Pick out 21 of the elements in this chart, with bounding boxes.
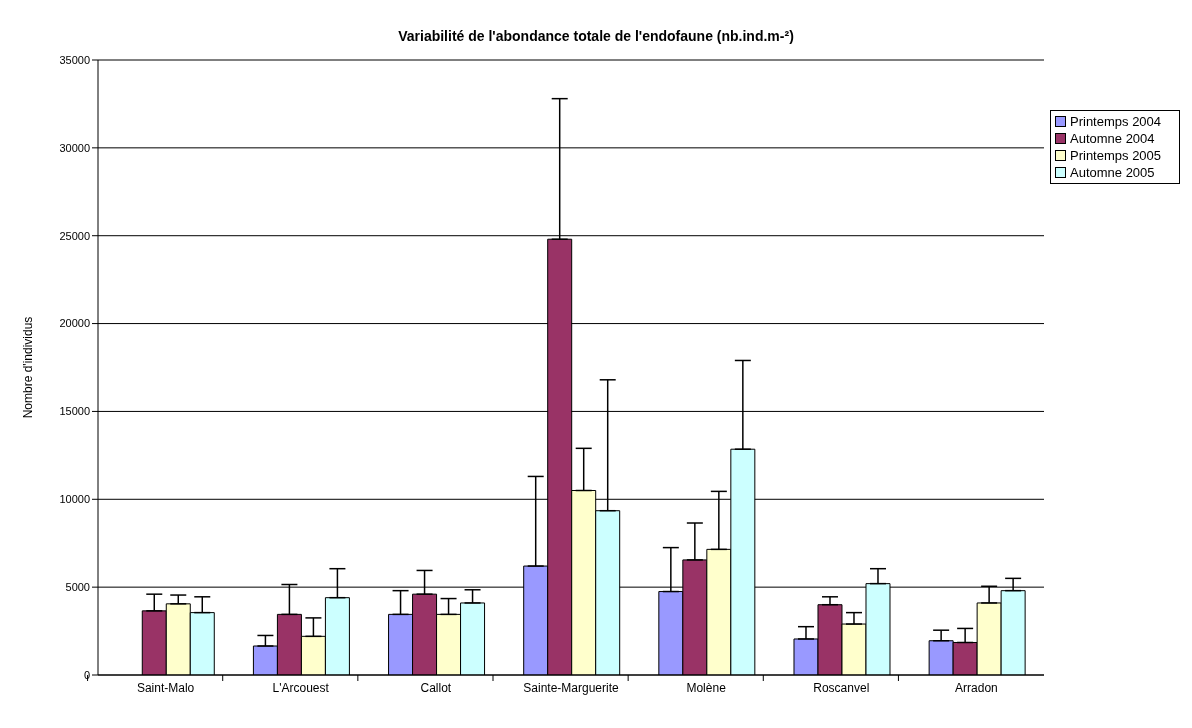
x-tick-label: Roscanvel: [813, 680, 870, 695]
x-tick-label: Saint-Malo: [136, 680, 195, 695]
x-tick-label: Callot: [420, 680, 452, 695]
x-tick-label: Arradon: [955, 680, 998, 695]
legend-label: Printemps 2005: [1070, 147, 1162, 164]
legend-label: Printemps 2004: [1070, 113, 1162, 130]
y-tick-label: 25000: [59, 229, 90, 242]
legend-label: Automne 2005: [1070, 164, 1155, 181]
legend-label: Automne 2004: [1070, 130, 1155, 147]
y-tick-label: 30000: [59, 141, 90, 154]
x-tick-label: Sainte-Marguerite: [523, 680, 620, 695]
y-tick-label: 10000: [59, 493, 90, 506]
x-tick-label: L'Arcouest: [272, 680, 330, 695]
y-tick-label: 20000: [59, 317, 90, 330]
y-tick-label: 15000: [59, 405, 90, 418]
y-tick-label: 5000: [65, 581, 90, 594]
y-tick-label: 0: [83, 668, 90, 681]
y-axis-title: Nombre d'individus: [21, 316, 36, 419]
chart-title: Variabilité de l'abondance totale de l'endofaune (nb.ind.m-²): [397, 27, 795, 46]
y-tick-label: 35000: [59, 53, 90, 66]
x-tick-label: Molène: [686, 680, 727, 695]
